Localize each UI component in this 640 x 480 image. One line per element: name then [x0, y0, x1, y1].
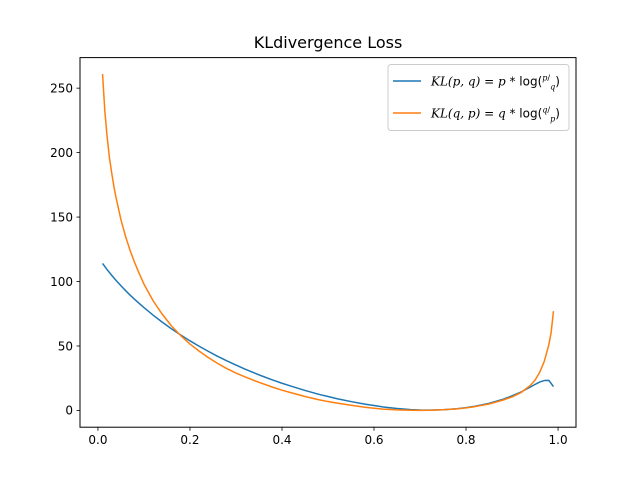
x-tick-label: 1.0 — [549, 433, 568, 447]
y-tick-label: 250 — [50, 81, 73, 95]
axes-frame — [79, 57, 577, 428]
x-tick-label: 0.6 — [364, 433, 383, 447]
y-tick-label: 0 — [65, 404, 73, 418]
legend-label-1: KL(p, q) = p * log(p/q) — [430, 74, 560, 92]
plot-area — [101, 73, 555, 412]
x-tick-label: 0.4 — [272, 433, 291, 447]
legend-label-2: KL(q, p) = q * log(q/p) — [430, 106, 560, 124]
y-tick-label: 200 — [50, 146, 73, 160]
series-line-2 — [101, 73, 555, 412]
y-tick-label: 150 — [50, 210, 73, 224]
legend: KL(p, q) = p * log(p/q) KL(q, p) = q * lo… — [387, 64, 570, 131]
y-tick-label: 50 — [58, 339, 73, 353]
y-tick-label: 100 — [50, 275, 73, 289]
x-tick-label: 0.0 — [88, 433, 107, 447]
y-axis: 0 50 100 150 200 250 — [50, 81, 80, 418]
chart-title: KLdivergence Loss — [254, 33, 403, 52]
x-tick-label: 0.2 — [180, 433, 199, 447]
x-tick-label: 0.8 — [456, 433, 475, 447]
legend-box — [387, 64, 570, 131]
x-axis: 0.0 0.2 0.4 0.6 0.8 1.0 — [88, 427, 568, 447]
